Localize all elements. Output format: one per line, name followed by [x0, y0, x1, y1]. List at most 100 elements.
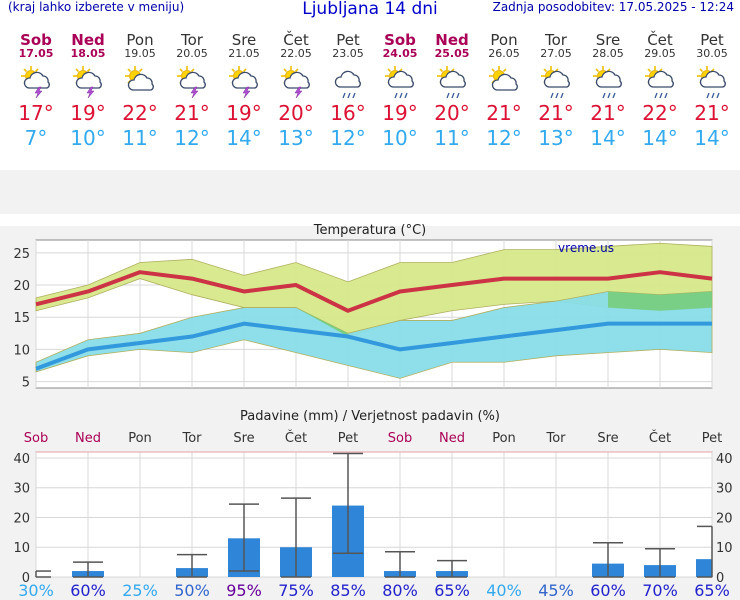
y-tick-label-right: 0 [716, 571, 724, 586]
sun-thunder-icon [270, 63, 322, 99]
day-name: Pet [700, 31, 724, 49]
min-temperature-line [35, 321, 712, 371]
precipitation-probability: 50% [174, 581, 210, 600]
x-tick-label: Sre [233, 431, 254, 446]
y-tick-label-left: 30 [13, 482, 30, 497]
min-temperature: 12° [486, 126, 522, 150]
max-temperature: 19° [382, 101, 418, 125]
min-temperature-band [35, 291, 713, 379]
day-date: 19.05 [124, 47, 156, 60]
y-tick-label-left: 0 [22, 571, 30, 586]
partly-cloudy-icon [478, 63, 530, 99]
y-tick-label: 10 [13, 343, 30, 358]
max-temperature: 22° [642, 101, 678, 125]
day-date: 30.05 [696, 47, 728, 60]
y-tick-label: 20 [13, 279, 30, 294]
x-tick-label: Pon [128, 431, 152, 446]
max-temperature: 21° [694, 101, 730, 125]
sun-thunder-icon [62, 63, 114, 99]
last-update: Zadnja posodobitev: 17.05.2025 - 12:24 [492, 0, 734, 14]
temperature-chart-title: Temperatura (°C) [313, 223, 426, 238]
day-date: 22.05 [280, 47, 312, 60]
precipitation-probability: 25% [122, 581, 158, 600]
precipitation-probability: 65% [434, 581, 470, 600]
y-tick-label-right: 30 [716, 482, 733, 497]
y-tick-label-right: 20 [716, 511, 733, 526]
min-temperature: 14° [226, 126, 262, 150]
precipitation-chart: Padavine (mm) / Verjetnost padavin (%) So… [0, 400, 740, 600]
plot-area [35, 451, 713, 578]
day-forecast: Ned 25.05 20° 11° [426, 32, 478, 151]
min-temperature: 14° [590, 126, 626, 150]
y-tick-label-right: 40 [716, 452, 733, 467]
sun-cloud-rain-icon [582, 63, 634, 99]
max-temperature: 21° [174, 101, 210, 125]
max-temperature: 19° [70, 101, 106, 125]
min-temperature: 11° [122, 126, 158, 150]
precipitation-probability: 95% [226, 581, 262, 600]
max-temperature: 21° [538, 101, 574, 125]
x-tick-label: Pon [492, 431, 516, 446]
day-date: 29.05 [644, 47, 676, 60]
min-temperature: 11° [434, 126, 470, 150]
day-forecast: Sob 24.05 19° 10° [374, 32, 426, 151]
cloud-rain-icon [322, 63, 374, 99]
day-name: Ned [435, 31, 469, 49]
partly-cloudy-icon [114, 63, 166, 99]
y-tick-label-left: 40 [13, 452, 30, 467]
max-temperature: 17° [18, 101, 54, 125]
day-date: 18.05 [70, 47, 106, 60]
min-temperature: 13° [538, 126, 574, 150]
min-temperature: 14° [694, 126, 730, 150]
sun-thunder-icon [218, 63, 270, 99]
precipitation-probability: 80% [382, 581, 418, 600]
day-forecast: Sob 17.05 17° 7° [10, 32, 62, 151]
max-temperature: 21° [590, 101, 626, 125]
precipitation-bar [696, 559, 712, 577]
day-date: 23.05 [332, 47, 364, 60]
max-temperature: 20° [278, 101, 314, 125]
x-tick-label: Sob [388, 431, 412, 446]
precipitation-probability: 75% [278, 581, 314, 600]
min-temperature: 12° [330, 126, 366, 150]
sun-cloud-rain-icon [374, 63, 426, 99]
max-temperature: 22° [122, 101, 158, 125]
x-tick-label: Sob [24, 431, 48, 446]
precipitation-probability: 65% [694, 581, 730, 600]
temperature-chart: Temperatura (°C) 5 10 15 20 25 vreme.us [0, 223, 740, 400]
separator-band [0, 170, 740, 214]
day-forecast: Tor 27.05 21° 13° [530, 32, 582, 151]
x-tick-label: Pet [338, 431, 358, 446]
day-name: Tor [545, 31, 567, 49]
sun-thunder-icon [166, 63, 218, 99]
band-overlap-area [608, 291, 712, 311]
x-tick-label: Čet [649, 430, 671, 446]
x-tick-label: Čet [285, 430, 307, 446]
min-temperature: 13° [278, 126, 314, 150]
day-name: Ned [71, 31, 105, 49]
daily-forecast-strip: Sob 17.05 17° 7° Ned 18.05 19° 10° Pon 19.05 22… [10, 32, 738, 168]
day-name: Pon [126, 31, 154, 49]
day-name: Sre [595, 31, 621, 49]
day-name: Čet [647, 31, 673, 49]
precipitation-probability: 45% [538, 581, 574, 600]
y-tick-label: 5 [22, 376, 30, 391]
day-name: Pet [336, 31, 360, 49]
precipitation-probability: 40% [486, 581, 522, 600]
precipitation-chart-title: Padavine (mm) / Verjetnost padavin (%) [240, 409, 500, 424]
min-temperature: 10° [382, 126, 418, 150]
day-name: Sob [384, 31, 416, 49]
y-tick-label-left: 20 [13, 511, 30, 526]
location-hint: (kraj lahko izberete v meniju) [8, 0, 185, 14]
y-tick-label: 25 [13, 247, 30, 262]
sun-thunder-icon [10, 63, 62, 99]
max-temperature: 19° [226, 101, 262, 125]
y-tick-label: 15 [13, 311, 30, 326]
precipitation-probability: 70% [642, 581, 678, 600]
day-forecast: Čet 22.05 20° 13° [270, 32, 322, 151]
day-forecast: Tor 20.05 21° 12° [166, 32, 218, 151]
x-tick-label: Tor [545, 431, 566, 446]
day-forecast: Sre 21.05 19° 14° [218, 32, 270, 151]
sun-cloud-rain-icon [530, 63, 582, 99]
day-date: 28.05 [592, 47, 624, 60]
